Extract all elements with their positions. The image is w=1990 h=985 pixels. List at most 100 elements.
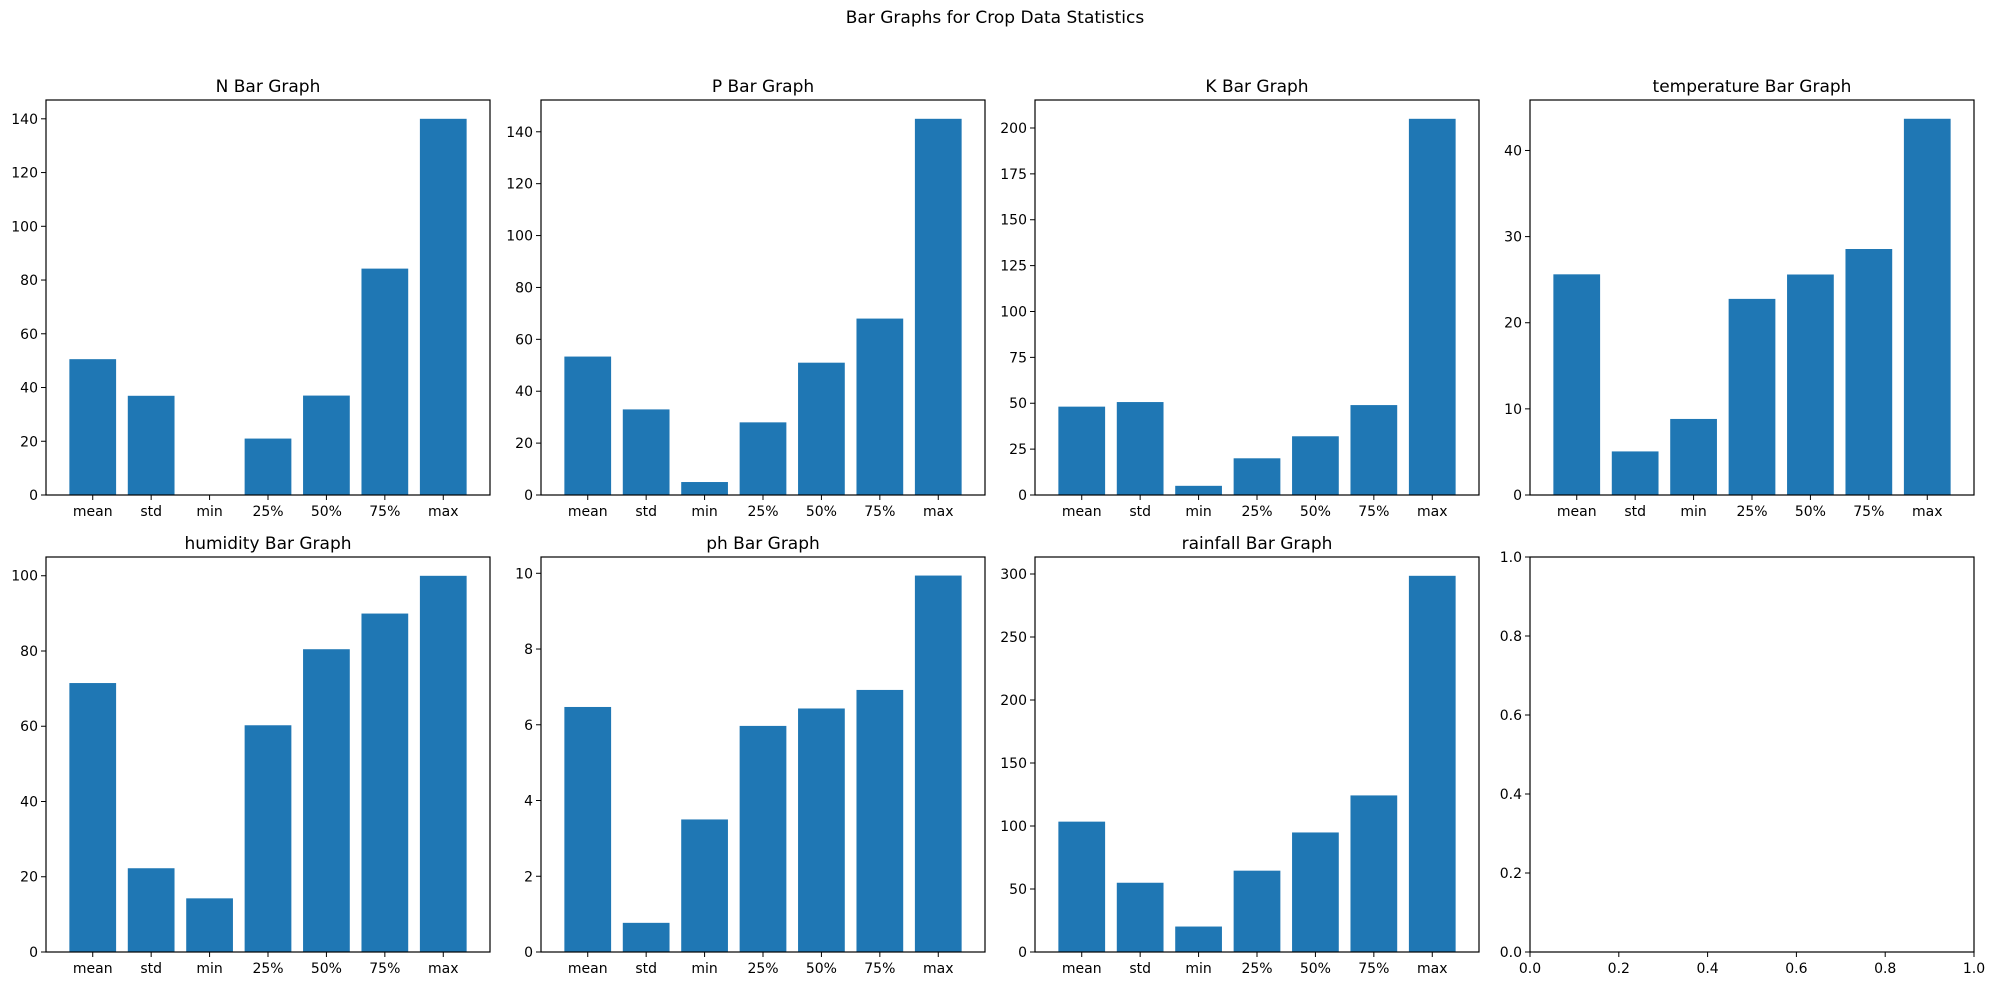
x-tick-label: 0.0 xyxy=(1519,961,1541,977)
x-tick-label: 0.2 xyxy=(1608,961,1630,977)
chart-panel: P Bar Graph mean std min 25% 50% 75% max 0 20 40 60… xyxy=(506,77,986,520)
x-tick-label: 50% xyxy=(311,961,342,977)
chart-panel: rainfall Bar Graph mean std min 25% 50% 75% max… xyxy=(1000,534,1480,977)
chart-panel: ph Bar Graph mean std min 25% 50% 75% max 0 2 4 6 8 1… xyxy=(515,534,986,977)
y-tick-label: 20 xyxy=(20,434,38,450)
x-tick-label: min xyxy=(691,504,717,520)
bar-min xyxy=(1175,485,1222,495)
y-tick-label: 0 xyxy=(1018,945,1027,961)
y-tick-label: 100 xyxy=(1000,819,1027,835)
y-tick-label: 200 xyxy=(1000,121,1027,137)
chart-title: K Bar Graph xyxy=(1205,77,1308,97)
x-tick-label: 25% xyxy=(1241,504,1272,520)
bar-min xyxy=(681,819,728,952)
x-tick-label: std xyxy=(1129,961,1151,977)
x-tick-label: std xyxy=(140,961,162,977)
x-tick-label: std xyxy=(1624,504,1646,520)
y-tick-label: 2 xyxy=(524,869,533,885)
y-tick-label: 0 xyxy=(524,488,533,504)
x-tick-label: max xyxy=(1912,504,1943,520)
y-tick-label: 200 xyxy=(1000,693,1027,709)
x-tick-label: min xyxy=(1185,504,1211,520)
x-tick-label: 25% xyxy=(1241,961,1272,977)
plot-frame xyxy=(1034,556,1480,953)
bar-75pct xyxy=(856,318,904,495)
y-tick-label: 50 xyxy=(1009,882,1027,898)
x-tick-label: min xyxy=(1185,961,1211,977)
bar-25pct xyxy=(739,422,787,495)
x-tick-label: mean xyxy=(568,961,608,977)
bar-75pct xyxy=(361,613,409,952)
y-tick-label: 50 xyxy=(1009,396,1027,412)
y-tick-label: 80 xyxy=(515,280,533,296)
y-tick-label: 100 xyxy=(1000,304,1027,320)
bar-25pct xyxy=(739,725,787,952)
y-tick-label: 4 xyxy=(524,794,533,810)
bar-std xyxy=(622,409,670,495)
y-tick-label: 0 xyxy=(1513,488,1522,504)
bar-mean xyxy=(69,683,117,952)
x-tick-label: std xyxy=(1129,504,1151,520)
chart-title: temperature Bar Graph xyxy=(1653,77,1852,97)
x-tick-label: min xyxy=(196,504,222,520)
bar-max xyxy=(914,575,962,952)
y-tick-label: 150 xyxy=(1000,756,1027,772)
x-tick-label: std xyxy=(635,961,657,977)
plot-frame xyxy=(1529,99,1975,496)
x-tick-label: 75% xyxy=(1358,961,1389,977)
chart-title: rainfall Bar Graph xyxy=(1182,534,1333,554)
chart-title: P Bar Graph xyxy=(712,77,814,97)
bar-50pct xyxy=(798,708,845,952)
x-tick-label: mean xyxy=(568,504,608,520)
x-tick-label: max xyxy=(428,961,459,977)
y-tick-label: 60 xyxy=(20,719,38,735)
bar-25pct xyxy=(1233,870,1281,952)
x-tick-label: 25% xyxy=(747,504,778,520)
y-tick-label: 0.6 xyxy=(1500,708,1522,724)
x-tick-label: std xyxy=(140,504,162,520)
y-tick-label: 20 xyxy=(1504,316,1522,332)
bar-std xyxy=(1116,882,1164,952)
bar-std xyxy=(127,395,175,495)
bar-25pct xyxy=(244,725,292,952)
bar-50pct xyxy=(1292,832,1339,952)
x-tick-label: max xyxy=(923,961,954,977)
x-tick-label: 25% xyxy=(252,961,283,977)
x-tick-label: mean xyxy=(1062,961,1102,977)
bar-75pct xyxy=(361,268,409,495)
x-tick-label: 25% xyxy=(252,504,283,520)
y-tick-label: 60 xyxy=(515,332,533,348)
bar-mean xyxy=(69,359,117,495)
x-tick-label: 50% xyxy=(311,504,342,520)
y-tick-label: 30 xyxy=(1504,230,1522,246)
y-tick-label: 0.8 xyxy=(1500,629,1522,645)
y-tick-label: 140 xyxy=(506,125,533,141)
y-tick-label: 100 xyxy=(506,229,533,245)
bar-25pct xyxy=(244,438,292,495)
x-tick-label: max xyxy=(1417,961,1448,977)
x-tick-label: 50% xyxy=(1300,504,1331,520)
y-tick-label: 0.2 xyxy=(1500,866,1522,882)
bar-25pct xyxy=(1233,458,1281,495)
plot-frame xyxy=(540,99,986,496)
y-tick-label: 120 xyxy=(506,177,533,193)
y-tick-label: 80 xyxy=(20,273,38,289)
y-tick-label: 0 xyxy=(524,945,533,961)
bar-mean xyxy=(1058,406,1106,495)
plot-frame xyxy=(540,556,986,953)
y-tick-label: 250 xyxy=(1000,630,1027,646)
x-tick-label: 1.0 xyxy=(1963,961,1985,977)
bar-mean xyxy=(1553,274,1601,495)
x-tick-label: 75% xyxy=(864,961,895,977)
bar-50pct xyxy=(1787,274,1834,495)
x-tick-label: 50% xyxy=(806,961,837,977)
x-tick-label: mean xyxy=(73,504,113,520)
x-tick-label: min xyxy=(1680,504,1706,520)
bar-min xyxy=(186,898,233,952)
y-tick-label: 100 xyxy=(11,569,38,585)
y-tick-label: 20 xyxy=(20,870,38,886)
bar-std xyxy=(622,922,670,952)
x-tick-label: 25% xyxy=(1736,504,1767,520)
figure-title: Bar Graphs for Crop Data Statistics xyxy=(846,8,1145,28)
bar-mean xyxy=(564,706,612,952)
